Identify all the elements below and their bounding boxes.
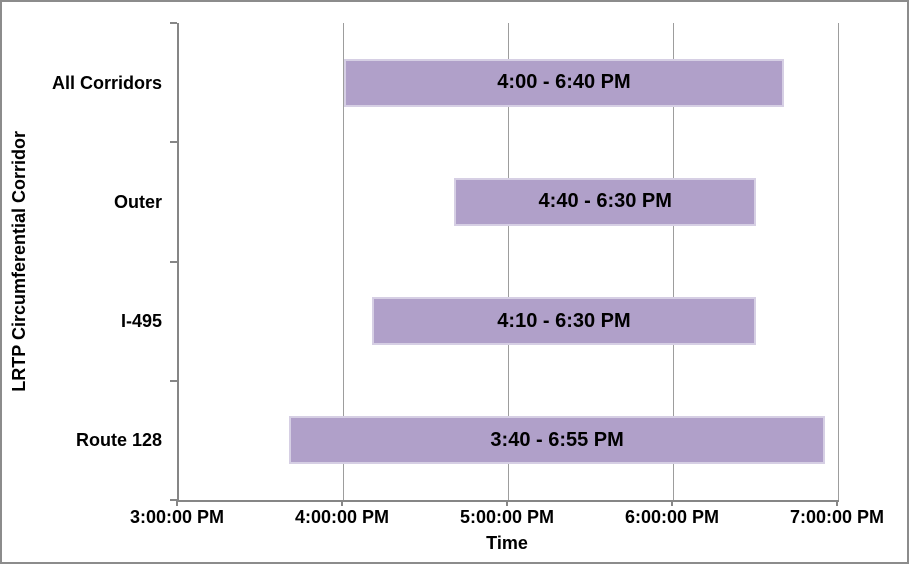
category-label: All Corridors (51, 72, 162, 93)
y-axis-tick (170, 379, 177, 382)
y-axis-tick (170, 499, 177, 501)
x-tick-label: 4:00:00 PM (294, 507, 390, 527)
time-range-bar: 4:00 - 6:40 PM (344, 58, 784, 107)
vertical-gridline (343, 23, 344, 500)
x-tick-label: 5:00:00 PM (459, 507, 555, 527)
x-tick-label: 3:00:00 PM (129, 507, 225, 527)
vertical-gridline (673, 23, 674, 500)
x-axis-title: Time (486, 533, 528, 553)
x-axis-tick (671, 500, 673, 506)
bar-time-label: 4:00 - 6:40 PM (497, 71, 631, 94)
time-range-bar: 3:40 - 6:55 PM (289, 416, 826, 465)
y-axis-tick (170, 260, 177, 263)
x-axis-tick (506, 500, 508, 506)
y-axis-tick (170, 141, 177, 144)
x-axis-tick (836, 500, 838, 506)
plot-area: 4:00 - 6:40 PM 4:40 - 6:30 PM 4:10 - 6:30 … (177, 23, 839, 502)
bar-time-label: 4:10 - 6:30 PM (497, 309, 631, 332)
category-label: I-495 (120, 311, 162, 332)
vertical-gridline (508, 23, 509, 500)
x-tick-label: 7:00:00 PM (789, 507, 885, 527)
category-label: Outer (113, 191, 162, 212)
bar-time-label: 4:40 - 6:30 PM (538, 190, 672, 213)
category-label: Route 128 (75, 430, 162, 451)
vertical-gridline (838, 23, 839, 500)
x-axis-tick (341, 500, 343, 506)
bar-time-label: 3:40 - 6:55 PM (490, 428, 624, 451)
x-axis-tick (176, 500, 178, 506)
y-axis-title: LRTP Circumferential Corridor (8, 131, 29, 392)
time-range-bar: 4:40 - 6:30 PM (454, 177, 757, 226)
x-tick-label: 6:00:00 PM (624, 507, 720, 527)
y-axis-tick (170, 22, 177, 24)
time-range-bar: 4:10 - 6:30 PM (371, 297, 757, 346)
